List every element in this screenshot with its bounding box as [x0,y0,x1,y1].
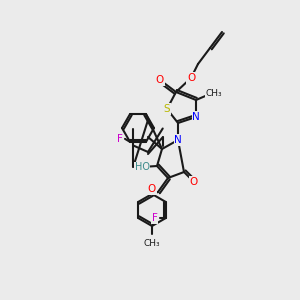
Text: CH₃: CH₃ [144,238,160,247]
Text: O: O [156,75,164,85]
Text: O: O [148,184,156,194]
Text: O: O [190,177,198,187]
Text: N: N [174,135,182,145]
Text: F: F [117,134,123,144]
Text: O: O [187,73,195,83]
Text: F: F [152,213,158,223]
Text: CH₃: CH₃ [206,89,222,98]
Text: HO: HO [134,162,149,172]
Text: S: S [164,104,170,114]
Text: N: N [192,112,200,122]
